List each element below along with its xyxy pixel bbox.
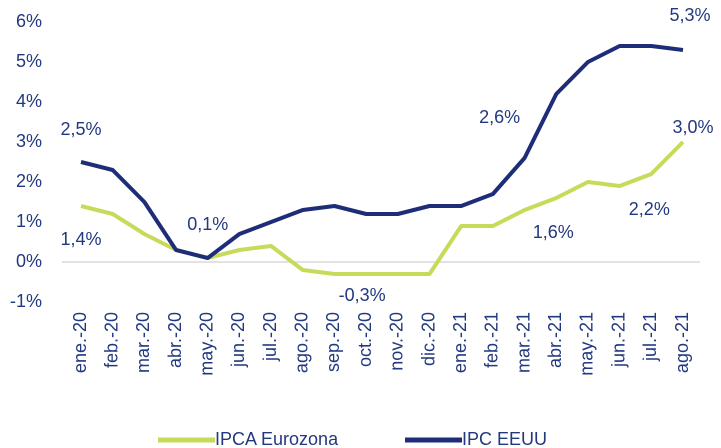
data-label: 2,2% [629,199,670,219]
x-tick-label: ago.-21 [672,312,692,373]
x-tick-label: mar.-21 [513,312,533,373]
x-tick-label: may.-21 [577,312,597,376]
legend-label: IPCA Eurozona [215,429,339,448]
data-label: 5,3% [669,5,710,25]
x-tick-label: may.-20 [196,312,216,376]
series-line [80,44,684,260]
x-tick-label: jun.-21 [608,312,628,368]
y-tick-label: 1% [16,211,42,231]
data-label: 1,4% [60,229,101,249]
legend-label: IPC EEUU [462,429,547,448]
y-tick-label: 2% [16,171,42,191]
x-tick-label: abr.-21 [545,312,565,368]
x-tick-label: nov.-20 [387,312,407,371]
x-tick-label: ago.-20 [292,312,312,373]
x-tick-label: abr.-20 [165,312,185,368]
x-tick-label: feb.-20 [101,312,121,368]
data-label: 1,6% [533,222,574,242]
x-tick-label: mar.-20 [133,312,153,373]
data-label: 2,5% [60,119,101,139]
y-tick-label: -1% [10,291,42,311]
y-tick-label: 3% [16,131,42,151]
data-label: 3,0% [672,117,713,137]
y-tick-label: 0% [16,251,42,271]
x-tick-label: jul.-20 [260,312,280,362]
y-tick-label: 6% [16,11,42,31]
series-line [80,140,685,276]
x-tick-label: oct.-20 [355,312,375,367]
data-label: 0,1% [187,214,228,234]
x-tick-label: dic.-20 [418,312,438,366]
x-tick-label: feb.-21 [482,312,502,368]
y-tick-label: 5% [16,51,42,71]
x-tick-label: sep.-20 [323,312,343,372]
x-tick-label: ene.-21 [450,312,470,373]
data-label: 2,6% [479,107,520,127]
x-tick-label: jul.-21 [640,312,660,362]
data-label: -0,3% [339,285,386,305]
x-tick-label: ene.-20 [70,312,90,373]
y-tick-label: 4% [16,91,42,111]
x-tick-label: jun.-20 [228,312,248,368]
